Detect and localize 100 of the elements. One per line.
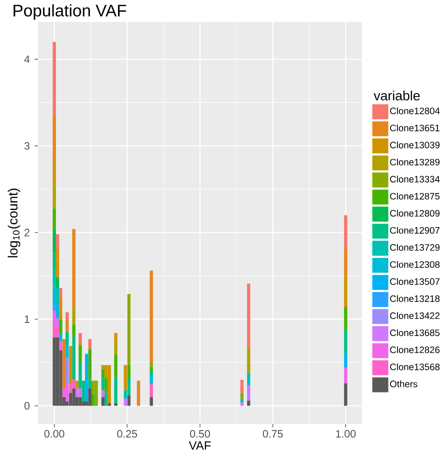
- legend-label: Clone12875: [390, 192, 440, 200]
- bar: [66, 384, 69, 402]
- bar: [344, 215, 348, 248]
- bar: [344, 354, 348, 368]
- bar: [88, 339, 92, 350]
- bar: [56, 326, 60, 338]
- bar: [62, 388, 66, 398]
- x-tick-label: 0.25: [117, 430, 138, 438]
- bar: [101, 397, 105, 406]
- bar: [240, 398, 244, 402]
- bar: [150, 397, 153, 406]
- x-tick-label: 0.00: [44, 430, 64, 438]
- bar: [127, 378, 131, 396]
- legend-label: Clone13218: [390, 295, 440, 302]
- bar: [66, 312, 69, 320]
- bar: [82, 401, 86, 406]
- bar: [59, 320, 62, 334]
- bar: [94, 380, 98, 406]
- bar: [75, 388, 79, 398]
- bar: [344, 307, 348, 330]
- x-axis-title: VAF: [188, 441, 211, 450]
- y-tick-label: 4: [24, 56, 30, 63]
- bar: [150, 375, 153, 384]
- bar: [247, 346, 250, 373]
- legend-label: Clone13039: [390, 142, 440, 148]
- bar: [114, 333, 118, 342]
- bar: [88, 388, 92, 406]
- legend-label: Clone13507: [390, 278, 440, 285]
- bar: [56, 288, 60, 306]
- bar: [56, 278, 60, 288]
- bar: [240, 380, 244, 393]
- bar: [124, 390, 128, 399]
- bar: [101, 378, 105, 390]
- bar: [344, 330, 348, 354]
- bar: [52, 42, 56, 115]
- bar: [52, 324, 56, 338]
- bar: [69, 346, 72, 384]
- bar: [72, 229, 76, 308]
- legend-label: Clone13685: [390, 329, 440, 336]
- bar: [114, 354, 118, 378]
- bar: [108, 365, 111, 404]
- bar: [108, 403, 111, 406]
- bar: [240, 392, 244, 399]
- legend-label: Clone12308: [390, 260, 440, 268]
- bar: [72, 324, 76, 336]
- bar: [52, 310, 56, 324]
- bar: [52, 287, 56, 298]
- bar: [101, 390, 105, 398]
- bar: [52, 253, 56, 270]
- bar: [150, 270, 153, 362]
- bar: [247, 284, 250, 347]
- bar: [127, 395, 131, 406]
- bar: [88, 380, 92, 388]
- bar: [52, 230, 56, 254]
- bar: [344, 383, 348, 406]
- bar: [72, 307, 76, 324]
- bar: [247, 400, 250, 406]
- bar: [114, 377, 118, 404]
- bar: [78, 340, 82, 346]
- bar: [56, 234, 60, 248]
- bar: [124, 365, 128, 390]
- bar: [344, 248, 348, 277]
- bar: [52, 270, 56, 288]
- bar: [69, 384, 72, 393]
- bar: [52, 208, 56, 230]
- legend-label: Clone12809: [390, 210, 440, 217]
- bar: [344, 368, 348, 384]
- legend-label: Clone12907: [390, 226, 440, 234]
- bar: [114, 403, 118, 406]
- legend-label: Clone13289: [390, 158, 440, 166]
- y-tick-label: 1: [24, 315, 30, 323]
- bar: [59, 342, 62, 350]
- bar: [59, 296, 62, 310]
- bar: [101, 369, 105, 378]
- y-tick-label: 3: [24, 142, 30, 150]
- bar: [52, 304, 56, 310]
- bar: [66, 358, 69, 384]
- bar: [62, 339, 66, 388]
- bar: [52, 337, 56, 406]
- bar: [52, 162, 56, 186]
- bar: [247, 385, 250, 401]
- bar: [240, 402, 244, 406]
- bar: [56, 318, 60, 327]
- bar: [150, 371, 153, 376]
- bar: [66, 345, 69, 358]
- y-axis-title: log$_{10}$(count): [8, 188, 20, 258]
- bar: [66, 320, 69, 332]
- bar: [66, 332, 69, 346]
- bar: [78, 397, 82, 406]
- bar: [150, 384, 153, 398]
- legend-label: Clone13334: [390, 176, 440, 182]
- bar: [344, 276, 348, 308]
- bar: [78, 388, 82, 398]
- bar: [59, 333, 62, 342]
- bar: [72, 336, 76, 380]
- legend-title: variable: [374, 90, 420, 100]
- bar: [59, 310, 62, 320]
- bar: [72, 388, 76, 406]
- bar: [78, 345, 82, 362]
- legend-label: Clone13729: [390, 244, 440, 251]
